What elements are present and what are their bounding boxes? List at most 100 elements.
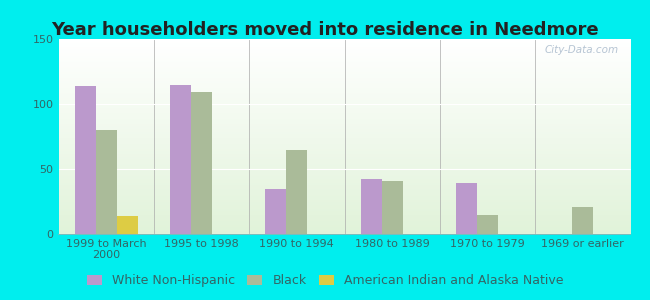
Bar — [58, 65, 630, 66]
Bar — [58, 94, 630, 95]
Bar — [58, 223, 630, 224]
Bar — [58, 166, 630, 167]
Bar — [58, 211, 630, 212]
Bar — [58, 150, 630, 151]
Bar — [58, 112, 630, 113]
Bar — [58, 132, 630, 133]
Bar — [58, 122, 630, 123]
Bar — [58, 233, 630, 234]
Bar — [58, 108, 630, 109]
Bar — [58, 218, 630, 219]
Bar — [58, 70, 630, 71]
Bar — [58, 194, 630, 195]
Bar — [58, 47, 630, 48]
Bar — [58, 84, 630, 85]
Bar — [58, 106, 630, 107]
Bar — [58, 170, 630, 171]
Bar — [58, 86, 630, 87]
Bar — [58, 207, 630, 208]
Bar — [58, 151, 630, 152]
Bar — [58, 140, 630, 141]
Bar — [58, 143, 630, 144]
Bar — [58, 181, 630, 182]
Bar — [58, 202, 630, 203]
Bar — [58, 168, 630, 169]
Bar — [58, 51, 630, 52]
Bar — [58, 232, 630, 233]
Bar — [58, 40, 630, 41]
Bar — [58, 197, 630, 198]
Bar — [58, 217, 630, 218]
Bar — [58, 133, 630, 134]
Bar — [58, 81, 630, 82]
Bar — [58, 98, 630, 100]
Bar — [477, 214, 498, 234]
Bar — [58, 89, 630, 90]
Bar — [58, 139, 630, 140]
Bar — [58, 171, 630, 172]
Bar — [58, 90, 630, 91]
Bar — [58, 123, 630, 124]
Bar — [58, 48, 630, 49]
Bar — [58, 149, 630, 150]
Bar — [58, 76, 630, 77]
Bar — [58, 61, 630, 62]
Bar — [58, 62, 630, 63]
Bar — [58, 56, 630, 58]
Bar — [58, 199, 630, 200]
Bar — [58, 42, 630, 43]
Bar — [361, 179, 382, 234]
Bar — [58, 184, 630, 185]
Bar — [58, 157, 630, 158]
Bar — [58, 54, 630, 55]
Bar — [96, 130, 116, 234]
Bar — [58, 212, 630, 214]
Bar — [191, 92, 212, 234]
Bar — [58, 159, 630, 160]
Bar — [287, 149, 307, 234]
Bar — [58, 220, 630, 221]
Bar — [58, 210, 630, 211]
Bar — [58, 121, 630, 122]
Bar — [58, 191, 630, 192]
Bar — [58, 126, 630, 127]
Bar — [58, 176, 630, 177]
Bar — [58, 153, 630, 154]
Bar — [58, 152, 630, 153]
Bar — [58, 188, 630, 189]
Bar — [58, 161, 630, 162]
Bar — [58, 222, 630, 223]
Bar — [58, 39, 630, 40]
Bar — [58, 41, 630, 42]
Bar — [58, 102, 630, 103]
Bar — [58, 182, 630, 183]
Bar — [58, 205, 630, 206]
Bar — [58, 104, 630, 105]
Bar — [58, 64, 630, 65]
Bar — [58, 180, 630, 181]
Bar — [58, 115, 630, 116]
Bar — [58, 196, 630, 197]
Bar — [58, 58, 630, 59]
Bar — [58, 175, 630, 176]
Bar — [58, 113, 630, 114]
Text: Year householders moved into residence in Needmore: Year householders moved into residence i… — [51, 21, 599, 39]
Bar — [58, 214, 630, 215]
Bar — [58, 107, 630, 108]
Bar — [58, 45, 630, 46]
Bar — [58, 189, 630, 190]
Bar — [58, 93, 630, 94]
Bar — [58, 158, 630, 159]
Bar — [265, 188, 287, 234]
Bar — [58, 228, 630, 229]
Bar — [58, 179, 630, 180]
Bar — [58, 119, 630, 120]
Bar — [58, 195, 630, 196]
Bar — [58, 110, 630, 111]
Bar — [58, 79, 630, 80]
Bar — [58, 109, 630, 110]
Bar — [58, 85, 630, 86]
Bar — [58, 117, 630, 118]
Bar — [58, 164, 630, 165]
Bar — [58, 43, 630, 44]
